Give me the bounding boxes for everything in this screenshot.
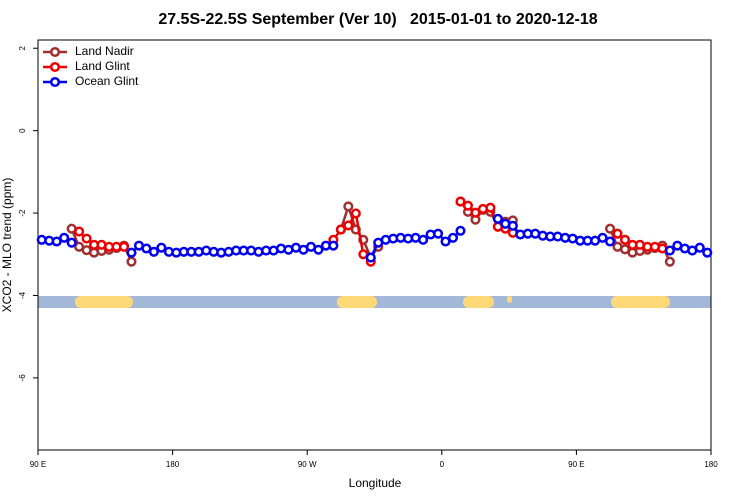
data-point	[447, 232, 459, 243]
data-point	[126, 247, 137, 258]
legend-label: Land Nadir	[75, 44, 134, 58]
x-tick-label: 90 E	[568, 460, 584, 469]
data-point	[507, 220, 518, 231]
data-point	[313, 244, 324, 255]
data-point	[664, 256, 675, 267]
data-point	[433, 228, 444, 239]
data-point	[440, 236, 451, 247]
data-point	[694, 242, 705, 253]
plot-frame	[37, 39, 712, 451]
x-tick-label: 180	[166, 460, 180, 469]
data-point	[485, 202, 496, 213]
y-tick-label: -6	[18, 374, 27, 382]
data-point	[148, 246, 159, 257]
data-point	[328, 240, 339, 251]
data-point	[59, 232, 70, 243]
data-point	[492, 213, 503, 224]
land-patch	[611, 296, 670, 308]
land-patch	[75, 296, 133, 308]
data-point	[462, 200, 474, 211]
legend-label: Ocean Glint	[75, 74, 139, 88]
legend-label: Land Glint	[75, 59, 130, 73]
land-ocean-strip	[38, 296, 711, 308]
legend-marker	[49, 46, 61, 58]
data-point	[605, 236, 616, 247]
legend-marker	[49, 76, 61, 88]
y-tick-label: 2	[18, 45, 27, 50]
y-tick-label: -4	[18, 291, 27, 299]
data-point	[619, 234, 631, 245]
x-axis-label: Longitude	[349, 476, 402, 490]
data-point	[350, 208, 361, 219]
data-point	[343, 220, 354, 231]
data-point	[66, 237, 77, 248]
land-patch	[507, 296, 512, 303]
data-point	[470, 207, 481, 218]
x-tick-label: 90 W	[298, 460, 317, 469]
y-axis-label: XCO2 - MLO trend (ppm)	[0, 178, 14, 313]
data-point	[365, 252, 376, 263]
y-tick-label: -2	[18, 209, 27, 217]
data-point	[156, 242, 167, 253]
data-point	[702, 247, 713, 258]
data-point	[74, 226, 85, 237]
data-point	[335, 224, 346, 235]
data-point	[343, 201, 354, 212]
y-tick-label: 0	[18, 128, 27, 133]
legend-marker	[49, 61, 61, 73]
data-point	[597, 232, 608, 243]
chart-title: 27.5S-22.5S September (Ver 10) 2015-01-0…	[158, 11, 597, 28]
data-point	[612, 228, 623, 239]
series	[36, 213, 713, 263]
data-point	[605, 223, 616, 234]
data-point	[418, 234, 429, 245]
data-point	[455, 225, 466, 236]
data-point	[455, 196, 466, 207]
land-patch	[337, 296, 377, 308]
data-point	[51, 236, 62, 247]
data-point	[664, 245, 675, 256]
data-point	[81, 233, 92, 244]
x-tick-label: 90 E	[30, 460, 46, 469]
x-tick-label: 0	[440, 460, 445, 469]
data-point	[126, 256, 137, 267]
land-patch	[463, 296, 494, 308]
data-point	[118, 241, 130, 252]
x-tick-label: 180	[704, 460, 718, 469]
